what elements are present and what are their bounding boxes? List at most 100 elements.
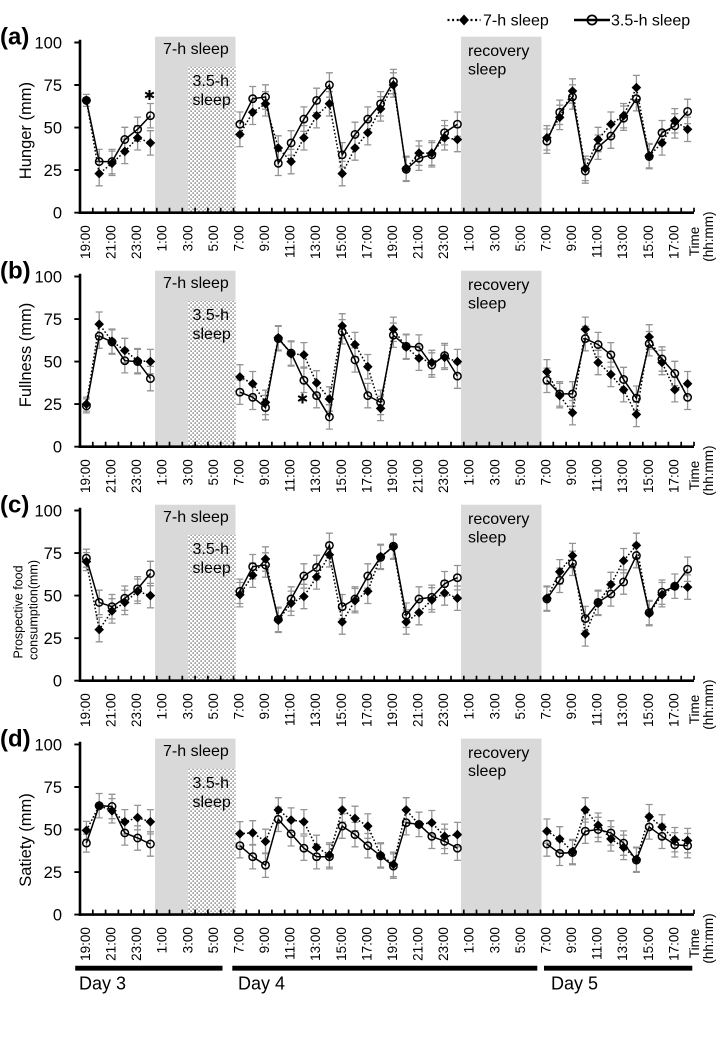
svg-text:Time: Time [687,461,702,491]
svg-text:recovery: recovery [468,745,529,762]
svg-text:11:00: 11:00 [590,927,605,960]
svg-text:5:00: 5:00 [206,459,221,485]
svg-text:19:00: 19:00 [385,693,400,727]
svg-text:1:00: 1:00 [155,225,170,251]
svg-text:(d): (d) [0,725,31,752]
svg-text:3:00: 3:00 [180,225,195,251]
svg-text:23:00: 23:00 [129,927,144,961]
svg-text:13:00: 13:00 [615,927,630,961]
svg-text:75: 75 [44,77,62,95]
svg-text:7-h sleep: 7-h sleep [163,275,229,292]
svg-text:11:00: 11:00 [590,693,605,726]
svg-text:17:00: 17:00 [359,459,374,493]
svg-text:19:00: 19:00 [78,225,93,259]
svg-text:23:00: 23:00 [436,225,451,259]
svg-text:0: 0 [53,907,62,925]
svg-text:50: 50 [44,120,62,138]
svg-text:11:00: 11:00 [283,927,298,960]
svg-text:21:00: 21:00 [104,693,119,727]
svg-text:21:00: 21:00 [411,225,426,259]
svg-text:11:00: 11:00 [283,225,298,258]
svg-text:17:00: 17:00 [666,927,681,961]
svg-text:13:00: 13:00 [615,459,630,493]
svg-text:(hh:mm): (hh:mm) [701,445,716,495]
svg-text:3.5-h: 3.5-h [193,73,229,90]
svg-text:15:00: 15:00 [334,693,349,727]
svg-text:7:00: 7:00 [232,459,247,485]
svg-text:100: 100 [34,34,62,52]
svg-text:15:00: 15:00 [641,693,656,727]
svg-text:21:00: 21:00 [411,459,426,493]
svg-text:11:00: 11:00 [283,459,298,492]
svg-text:sleep: sleep [468,295,506,312]
svg-text:sleep: sleep [193,794,231,811]
svg-text:Day 5: Day 5 [551,974,598,994]
svg-text:(hh:mm): (hh:mm) [701,913,716,963]
svg-text:9:00: 9:00 [564,459,579,485]
svg-text:Day 4: Day 4 [238,974,285,994]
svg-text:(a): (a) [0,24,29,51]
svg-text:1:00: 1:00 [155,459,170,485]
svg-text:3:00: 3:00 [487,693,502,719]
svg-text:100: 100 [34,502,62,520]
svg-text:23:00: 23:00 [436,693,451,727]
svg-text:9:00: 9:00 [564,927,579,953]
svg-text:75: 75 [44,779,62,797]
svg-text:15:00: 15:00 [334,225,349,259]
svg-text:recovery: recovery [468,43,529,60]
svg-text:15:00: 15:00 [334,459,349,493]
svg-text:Hunger (mm): Hunger (mm) [17,82,35,179]
svg-text:19:00: 19:00 [78,459,93,493]
svg-text:1:00: 1:00 [155,693,170,719]
svg-text:11:00: 11:00 [590,459,605,492]
svg-text:25: 25 [44,630,62,648]
svg-text:5:00: 5:00 [206,225,221,251]
svg-text:50: 50 [44,821,62,839]
svg-text:15:00: 15:00 [641,927,656,961]
svg-text:17:00: 17:00 [359,927,374,961]
svg-text:9:00: 9:00 [564,225,579,251]
svg-text:11:00: 11:00 [283,693,298,726]
svg-text:9:00: 9:00 [257,225,272,251]
svg-text:25: 25 [44,396,62,414]
svg-text:1:00: 1:00 [462,927,477,953]
svg-text:23:00: 23:00 [129,225,144,259]
svg-text:19:00: 19:00 [385,225,400,259]
svg-text:5:00: 5:00 [513,459,528,485]
svg-text:0: 0 [53,673,62,691]
svg-text:sleep: sleep [193,326,231,343]
svg-text:21:00: 21:00 [411,693,426,727]
svg-text:9:00: 9:00 [564,693,579,719]
svg-text:17:00: 17:00 [666,225,681,259]
svg-text:17:00: 17:00 [666,693,681,727]
svg-text:5:00: 5:00 [206,693,221,719]
svg-text:Time: Time [687,227,702,257]
svg-text:sleep: sleep [468,529,506,546]
svg-text:21:00: 21:00 [104,225,119,259]
svg-text:7-h sleep: 7-h sleep [163,41,229,58]
svg-text:3:00: 3:00 [180,927,195,953]
svg-text:3:00: 3:00 [487,225,502,251]
svg-text:sleep: sleep [468,61,506,78]
svg-text:15:00: 15:00 [641,225,656,259]
svg-text:13:00: 13:00 [308,225,323,259]
svg-text:Time: Time [687,929,702,959]
svg-text:sleep: sleep [193,560,231,577]
svg-text:(hh:mm): (hh:mm) [701,679,716,729]
svg-text:13:00: 13:00 [615,225,630,259]
svg-text:13:00: 13:00 [308,927,323,961]
svg-text:21:00: 21:00 [104,927,119,961]
svg-text:3.5-h sleep: 3.5-h sleep [611,13,690,30]
svg-text:9:00: 9:00 [257,693,272,719]
svg-text:50: 50 [44,354,62,372]
svg-text:9:00: 9:00 [257,459,272,485]
svg-text:23:00: 23:00 [129,693,144,727]
svg-text:25: 25 [44,162,62,180]
svg-text:75: 75 [44,311,62,329]
svg-text:3:00: 3:00 [180,459,195,485]
svg-text:13:00: 13:00 [308,693,323,727]
svg-text:sleep: sleep [468,763,506,780]
svg-text:3:00: 3:00 [180,693,195,719]
svg-text:7:00: 7:00 [232,225,247,251]
svg-text:consumption(mm): consumption(mm) [27,560,41,660]
